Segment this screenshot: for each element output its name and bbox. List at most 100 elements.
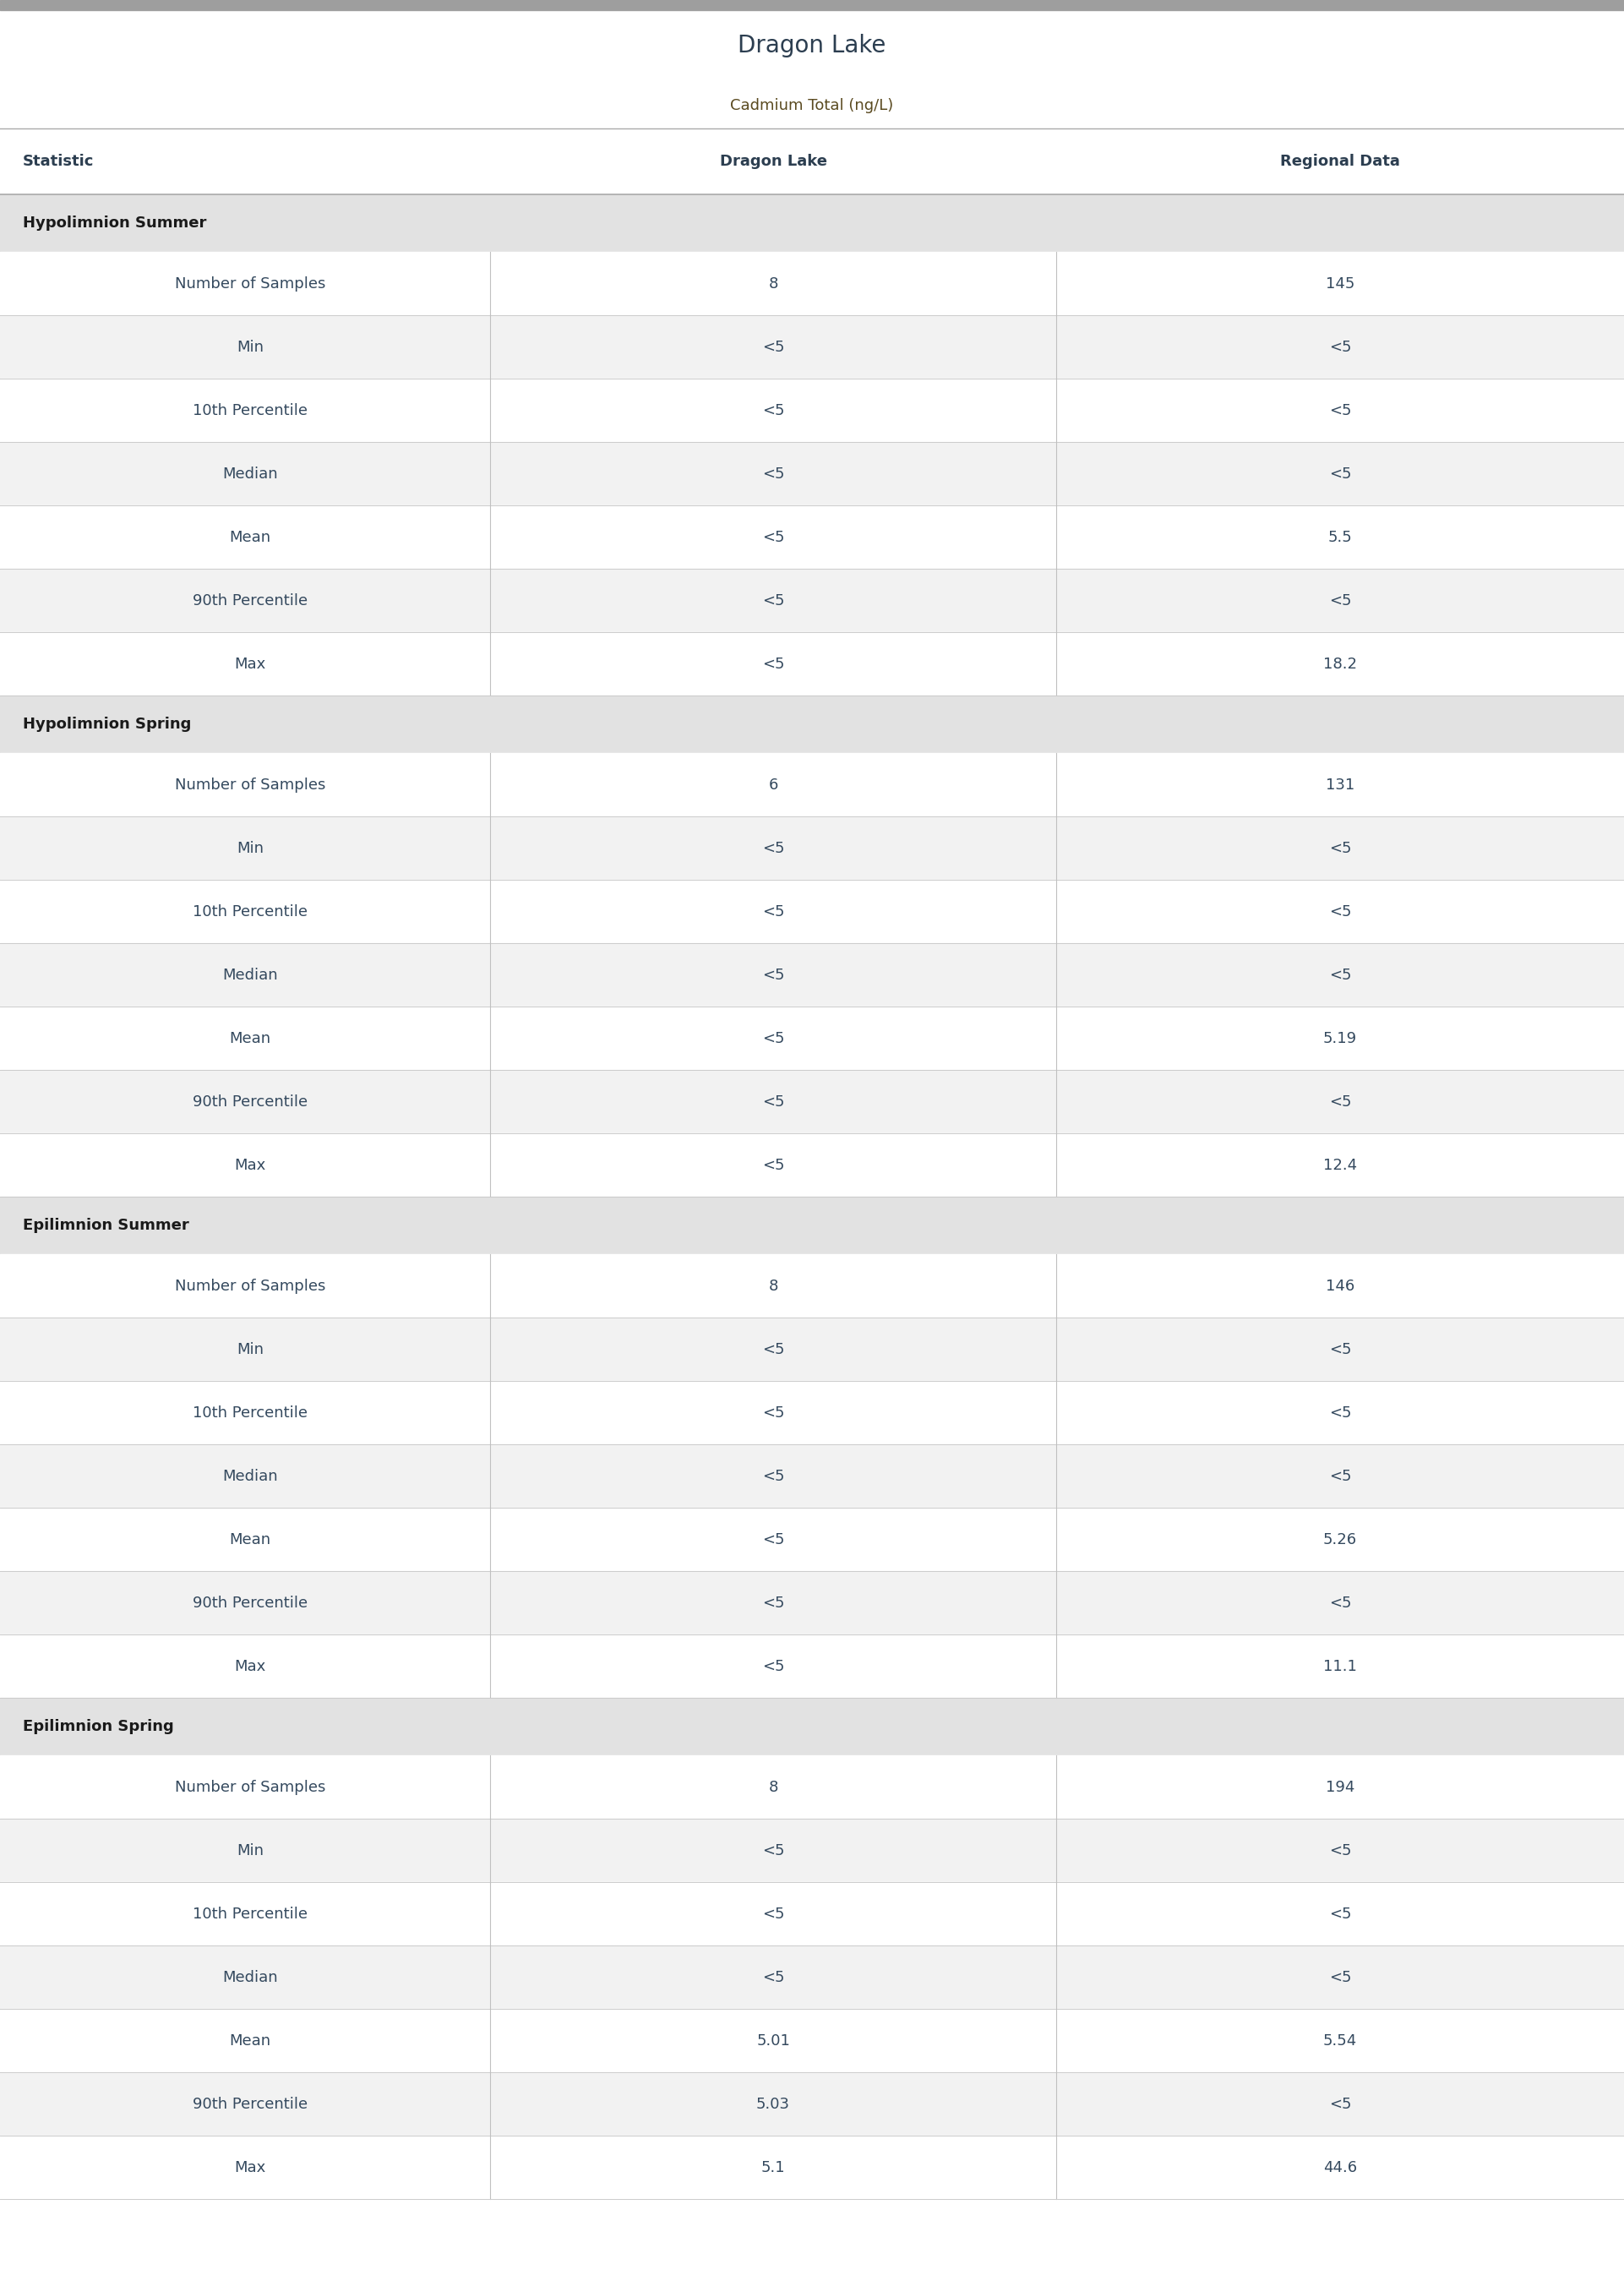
Text: Number of Samples: Number of Samples [175,776,325,792]
Bar [0,1253,1624,1317]
Text: <5: <5 [762,1907,784,1920]
Bar [0,1818,1624,1882]
Text: Mean: Mean [229,2034,271,2048]
Bar [0,316,1624,379]
Text: Median: Median [222,465,278,481]
Text: Max: Max [234,2159,266,2175]
Text: <5: <5 [1328,402,1351,418]
Text: Hypolimnion Summer: Hypolimnion Summer [23,216,206,232]
Text: 146: 146 [1325,1278,1354,1294]
Text: <5: <5 [1328,1843,1351,1859]
Text: <5: <5 [762,1970,784,1984]
Bar [0,754,1624,817]
Text: Number of Samples: Number of Samples [175,277,325,291]
Bar [0,631,1624,695]
Text: <5: <5 [1328,1469,1351,1485]
Text: 10th Percentile: 10th Percentile [193,402,307,418]
Text: Min: Min [237,840,263,856]
Text: 5.03: 5.03 [757,2095,789,2111]
Bar [0,942,1624,1006]
Text: <5: <5 [762,402,784,418]
Bar [0,2009,1624,2073]
Text: 131: 131 [1325,776,1354,792]
Text: Epilimnion Summer: Epilimnion Summer [23,1217,188,1233]
Text: <5: <5 [762,465,784,481]
Text: <5: <5 [762,1469,784,1485]
Text: Min: Min [237,1843,263,1859]
Text: 90th Percentile: 90th Percentile [193,2095,307,2111]
Bar [0,1634,1624,1698]
Text: 6: 6 [768,776,778,792]
Bar [0,195,1624,252]
Text: Max: Max [234,656,266,672]
Text: <5: <5 [1328,1094,1351,1110]
Text: Max: Max [234,1659,266,1673]
Text: Cadmium Total (ng/L): Cadmium Total (ng/L) [731,98,893,114]
Text: 145: 145 [1325,277,1354,291]
Text: 10th Percentile: 10th Percentile [193,1405,307,1421]
Bar [0,1945,1624,2009]
Text: <5: <5 [1328,465,1351,481]
Text: 90th Percentile: 90th Percentile [193,592,307,608]
Text: <5: <5 [762,1031,784,1046]
Bar [0,2073,1624,2136]
Text: <5: <5 [762,1342,784,1357]
Text: <5: <5 [762,1094,784,1110]
Bar [0,1882,1624,1945]
Bar [0,1196,1624,1253]
Text: 8: 8 [768,277,778,291]
Text: <5: <5 [762,1158,784,1174]
Text: <5: <5 [762,592,784,608]
Text: Max: Max [234,1158,266,1174]
Bar [0,1006,1624,1069]
Text: 10th Percentile: 10th Percentile [193,1907,307,1920]
Text: Epilimnion Spring: Epilimnion Spring [23,1718,174,1734]
Bar [0,570,1624,631]
Text: <5: <5 [1328,592,1351,608]
Text: Regional Data: Regional Data [1280,154,1400,168]
Text: Mean: Mean [229,1532,271,1546]
Text: <5: <5 [1328,1405,1351,1421]
Text: 8: 8 [768,1278,778,1294]
Text: Min: Min [237,338,263,354]
Text: 12.4: 12.4 [1324,1158,1358,1174]
Text: Mean: Mean [229,1031,271,1046]
Text: Statistic: Statistic [23,154,94,168]
Bar [0,252,1624,316]
Text: Hypolimnion Spring: Hypolimnion Spring [23,717,192,731]
Bar [0,443,1624,506]
Bar [0,2136,1624,2200]
Text: 5.01: 5.01 [757,2034,789,2048]
Text: <5: <5 [762,338,784,354]
Bar [0,506,1624,570]
Bar [0,881,1624,942]
Text: 194: 194 [1325,1780,1354,1796]
Text: <5: <5 [762,1596,784,1609]
Text: 5.1: 5.1 [762,2159,786,2175]
Text: 44.6: 44.6 [1324,2159,1358,2175]
Text: 5.54: 5.54 [1324,2034,1358,2048]
Bar [0,1133,1624,1196]
Text: Dragon Lake: Dragon Lake [737,34,887,59]
Text: <5: <5 [762,967,784,983]
Text: <5: <5 [762,1532,784,1546]
Bar [0,1380,1624,1444]
Text: 90th Percentile: 90th Percentile [193,1094,307,1110]
Text: 10th Percentile: 10th Percentile [193,903,307,919]
Text: 90th Percentile: 90th Percentile [193,1596,307,1609]
Text: <5: <5 [762,1659,784,1673]
Text: <5: <5 [1328,338,1351,354]
Bar [0,1571,1624,1634]
Text: <5: <5 [1328,2095,1351,2111]
Text: <5: <5 [1328,903,1351,919]
Bar [0,0,1624,9]
Text: <5: <5 [762,1405,784,1421]
Text: <5: <5 [1328,967,1351,983]
Bar [0,1444,1624,1507]
Bar [0,1069,1624,1133]
Text: 18.2: 18.2 [1324,656,1358,672]
Text: Mean: Mean [229,529,271,545]
Text: <5: <5 [1328,1596,1351,1609]
Bar [0,1698,1624,1755]
Text: 8: 8 [768,1780,778,1796]
